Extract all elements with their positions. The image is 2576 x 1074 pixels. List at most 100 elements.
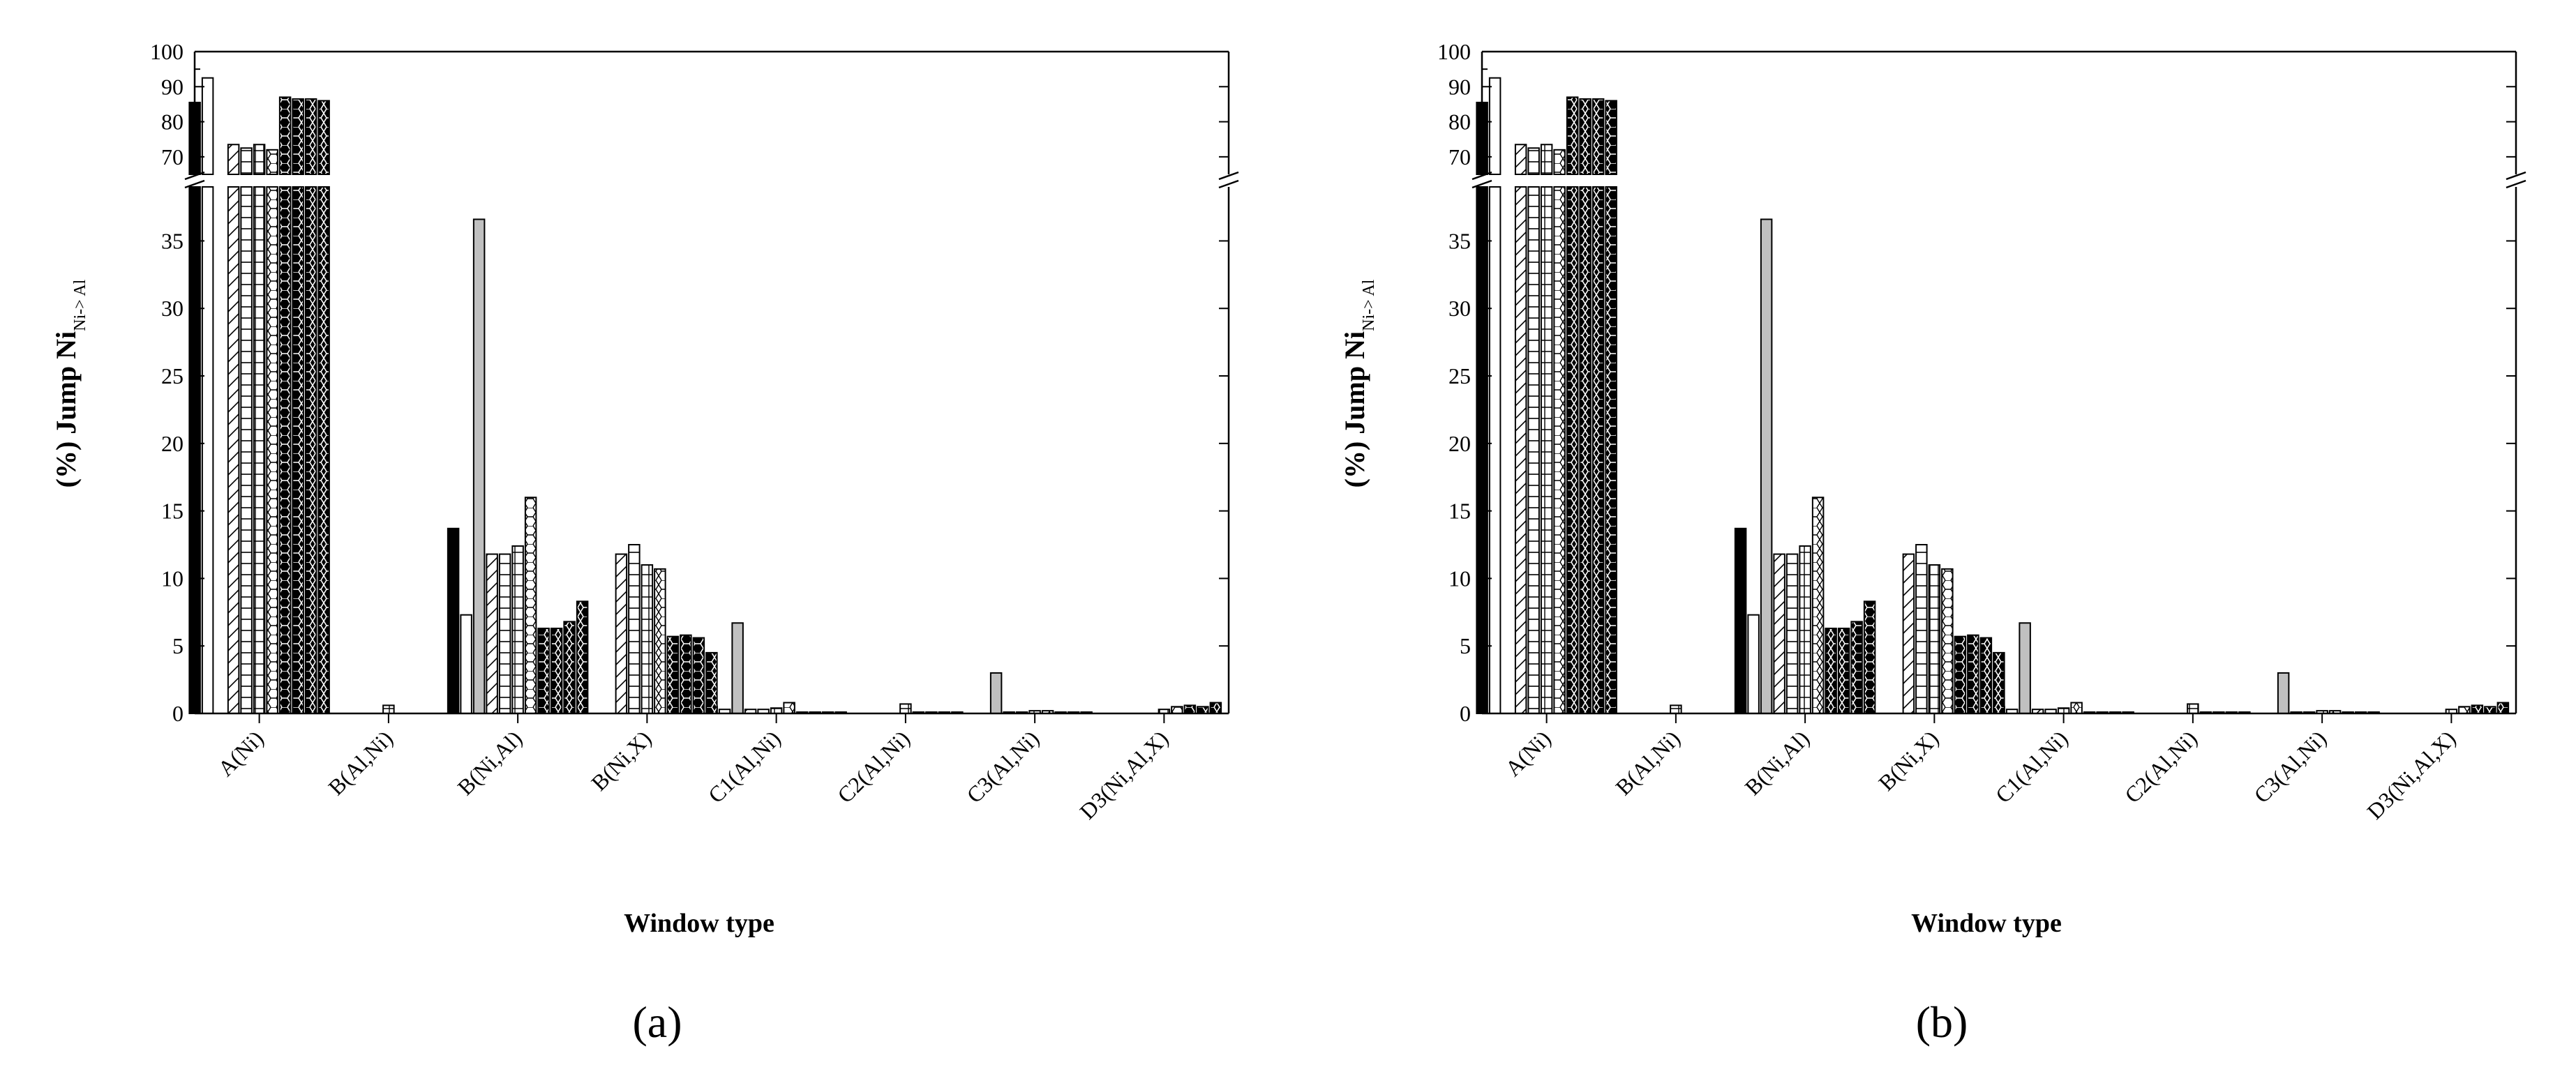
bar: [317, 186, 330, 714]
bar: [266, 149, 278, 176]
y-tick-label: 5: [172, 633, 184, 658]
x-tick-label: C1(Al,Ni): [703, 725, 786, 808]
bar: [680, 634, 692, 715]
bar: [654, 568, 666, 714]
bar: [1993, 651, 2005, 715]
y-tick-label: 80: [1448, 109, 1471, 135]
bar: [1863, 600, 1876, 714]
y-tick-label: 100: [1437, 39, 1471, 64]
axis-break-mark-left: [184, 171, 205, 181]
x-tick-label: B(Al,Ni): [323, 725, 398, 800]
axis-break-mark-left: [1472, 171, 1492, 181]
bar: [486, 553, 498, 714]
bar: [989, 672, 1003, 715]
bar: [304, 186, 317, 714]
bar: [1527, 186, 1540, 714]
y-tick-label: 10: [1448, 566, 1471, 591]
bar: [1979, 637, 1993, 714]
bar: [1902, 553, 1915, 714]
x-tick-label: C3(Al,Ni): [2249, 725, 2331, 808]
x-ticks: A(Ni) B(Al,Ni) B(Ni,Al) B(Ni,X) C1(Al,Ni) C2(…: [213, 713, 1173, 824]
bar: [1825, 628, 1837, 714]
bar: [253, 144, 266, 175]
bar: [1967, 634, 1979, 715]
bar: [253, 186, 266, 714]
bar: [227, 186, 240, 714]
y-ticks: 0 5 10 15 20 25 30 35 70 80 90 100: [1437, 39, 2516, 726]
bar: [1915, 544, 1928, 714]
x-tick-label: A(Ni): [1500, 725, 1555, 780]
bar: [1540, 144, 1553, 175]
bar: [1488, 77, 1502, 176]
bar: [1579, 98, 1592, 175]
bar: [2277, 672, 2290, 715]
bar: [1566, 96, 1579, 175]
axis-break-mark-right: [2506, 179, 2526, 189]
bar: [201, 77, 214, 176]
axis-break-mark-right: [1218, 171, 1239, 181]
bar: [1514, 144, 1527, 175]
bar: [2484, 706, 2496, 714]
bar: [641, 564, 654, 714]
x-tick-label: A(Ni): [213, 725, 268, 780]
bar: [899, 703, 912, 715]
bar: [201, 186, 214, 714]
bar: [1799, 545, 1811, 715]
bar: [472, 218, 486, 714]
x-tick-label: B(Ni,X): [1873, 725, 1943, 795]
y-ticks: 0 5 10 15 20 25 30 35 70 80 90 100: [150, 39, 1229, 726]
bar: [550, 628, 563, 714]
bar: [1183, 704, 1197, 715]
y-tick-label: 90: [1448, 74, 1471, 99]
bar: [292, 98, 304, 175]
chart-panel-a: 0 5 10 15 20 25 30 35 70 80 90 100 A(Ni) B(Al,Ni) B(Ni…: [50, 39, 1239, 1047]
bar: [1514, 186, 1527, 714]
x-tick-label: B(Ni,X): [586, 725, 656, 795]
x-tick-label: B(Ni,Al): [1740, 725, 1815, 800]
y-tick-label: 35: [161, 228, 184, 253]
bar: [628, 544, 641, 714]
bar: [1566, 186, 1579, 714]
bar: [783, 702, 795, 714]
bar: [2070, 702, 2083, 714]
axis-break-mark-left: [1472, 179, 1492, 189]
bar: [292, 186, 304, 714]
axis-break-mark-right: [2506, 171, 2526, 181]
bar: [666, 635, 680, 715]
bar: [1941, 568, 1954, 714]
bar: [1592, 98, 1605, 175]
bar: [1527, 147, 1540, 176]
bar: [1553, 149, 1566, 176]
x-tick-label: C1(Al,Ni): [1991, 725, 2073, 808]
y-tick-label: 5: [1460, 633, 1471, 658]
bar: [304, 98, 317, 175]
y-axis-title-subscript: Ni-> Al: [71, 279, 89, 331]
bar: [563, 621, 576, 714]
axes: [1472, 50, 2526, 715]
bar: [1670, 704, 1682, 715]
y-tick-label: 35: [1448, 228, 1471, 253]
y-tick-label: 80: [161, 109, 184, 135]
bar: [1540, 186, 1553, 714]
bar: [2471, 704, 2484, 715]
bar: [240, 147, 253, 176]
y-tick-label: 15: [1448, 499, 1471, 524]
bar: [1197, 706, 1209, 714]
bar: [266, 186, 278, 714]
bar: [1605, 186, 1617, 714]
bar: [1837, 628, 1850, 714]
bar: [1734, 527, 1747, 714]
bar: [1605, 100, 1617, 175]
bar: [460, 614, 472, 715]
x-tick-label: B(Al,Ni): [1610, 725, 1685, 800]
y-tick-label: 0: [172, 701, 184, 726]
x-tick-label: C2(Al,Ni): [2120, 725, 2202, 808]
bar: [2187, 703, 2199, 715]
bar: [2019, 622, 2031, 714]
y-tick-label: 10: [161, 566, 184, 591]
bar: [1579, 186, 1592, 714]
bar: [1850, 621, 1863, 714]
bar: [1928, 564, 1941, 714]
y-tick-label: 70: [1448, 144, 1471, 169]
